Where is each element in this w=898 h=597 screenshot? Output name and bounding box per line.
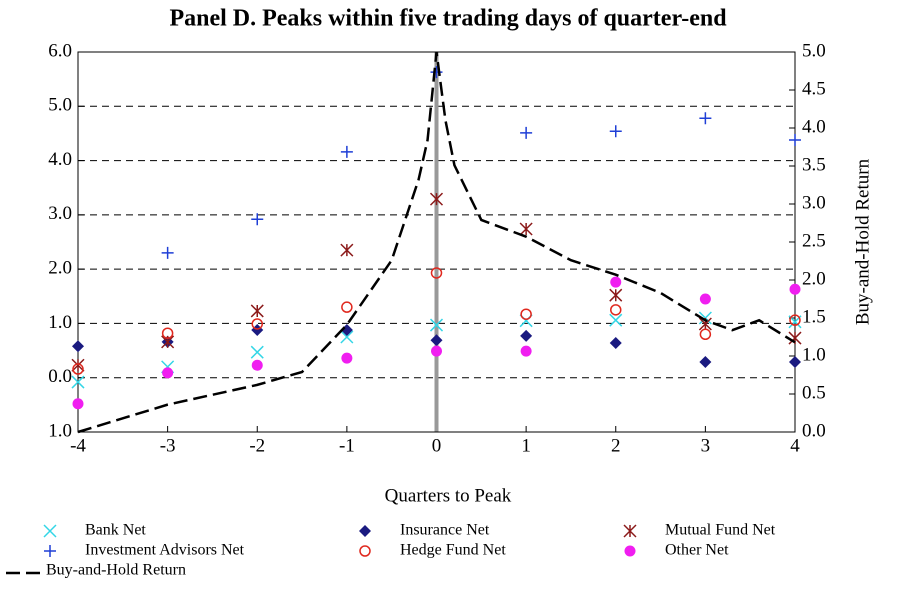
y2-tick-label: 2.0 (802, 268, 826, 289)
marker-asterisk (519, 222, 533, 236)
marker-x (609, 313, 623, 327)
marker-circle (251, 359, 263, 371)
legend-label: Investment Advisors Net (85, 542, 245, 559)
x-tick-label: 2 (611, 435, 621, 456)
marker-plus (520, 126, 533, 139)
y-tick-label: 6.0 (48, 40, 72, 61)
marker-circle-open (610, 304, 622, 316)
marker-asterisk (250, 304, 264, 318)
marker-circle (610, 276, 622, 288)
marker-diamond (699, 355, 712, 368)
y2-axis-label: Buy-and-Hold Return (852, 158, 873, 325)
marker-x (250, 345, 264, 359)
marker-plus (430, 66, 443, 79)
marker-asterisk (71, 358, 85, 372)
marker-circle (624, 545, 636, 557)
marker-circle (431, 345, 442, 357)
y-tick-label: 1.0 (48, 420, 72, 441)
marker-diamond (520, 329, 533, 342)
marker-circle-open (789, 314, 801, 326)
y-tick-label: 5.0 (48, 95, 72, 116)
legend-label: Insurance Net (400, 522, 490, 539)
marker-plus (251, 213, 264, 226)
y2-tick-label: 2.5 (802, 230, 826, 251)
marker-circle-open (699, 328, 712, 341)
y2-tick-label: 0.0 (802, 420, 826, 441)
x-tick-label: 3 (701, 435, 711, 456)
marker-asterisk (609, 288, 623, 302)
y2-tick-label: 4.5 (802, 78, 826, 99)
marker-asterisk (623, 524, 637, 538)
marker-plus (161, 246, 174, 259)
y2-tick-label: 1.0 (802, 344, 826, 365)
legend-label: Buy-and-Hold Return (46, 562, 186, 579)
legend-label: Bank Net (85, 522, 146, 539)
y-tick-label: 0.0 (48, 366, 72, 387)
x-tick-label: 4 (790, 435, 800, 456)
marker-circle-open (72, 363, 84, 375)
marker-plus (609, 125, 622, 138)
y2-tick-label: 5.0 (802, 40, 826, 61)
marker-x (340, 330, 354, 344)
marker-circle-open (161, 327, 174, 339)
y2-tick-label: 3.0 (802, 192, 826, 213)
marker-plus (44, 545, 56, 557)
y2-tick-label: 0.5 (802, 382, 826, 403)
marker-circle (341, 352, 353, 364)
return-line (77, 51, 796, 434)
marker-x (43, 524, 57, 538)
marker-circle-open (251, 318, 263, 330)
marker-circle (789, 283, 801, 295)
chart-title: Panel D. Peaks within five trading days … (169, 6, 727, 32)
y2-tick-label: 3.5 (802, 154, 826, 175)
y2-tick-label: 1.5 (802, 306, 826, 327)
marker-diamond (789, 355, 801, 368)
y-tick-label: 3.0 (48, 203, 72, 224)
marker-diamond (359, 525, 371, 537)
marker-x (429, 318, 444, 332)
marker-plus (789, 133, 801, 146)
x-tick-label: 0 (432, 435, 442, 456)
x-tick-label: 1 (521, 435, 531, 456)
y-tick-label: 1.0 (48, 312, 72, 333)
x-axis-label: Quarters to Peak (385, 485, 512, 506)
marker-diamond (430, 334, 443, 347)
marker-x (71, 375, 85, 389)
marker-diamond (251, 323, 264, 336)
marker-circle (162, 367, 174, 379)
marker-diamond (72, 340, 84, 353)
marker-circle (72, 398, 84, 410)
marker-circle-open (430, 267, 443, 279)
marker-circle-open (520, 308, 532, 320)
marker-circle (699, 293, 711, 305)
y2-tick-label: 4.0 (802, 116, 826, 137)
marker-diamond (609, 336, 622, 349)
legend-label: Other Net (665, 542, 729, 559)
marker-circle-open (359, 545, 371, 557)
x-tick-label: -4 (70, 435, 86, 456)
x-tick-label: -2 (249, 435, 265, 456)
legend-label: Mutual Fund Net (665, 522, 776, 539)
marker-circle (520, 345, 532, 357)
x-tick-label: -3 (160, 435, 176, 456)
marker-asterisk (340, 243, 354, 257)
x-tick-label: -1 (339, 435, 355, 456)
y-tick-label: 2.0 (48, 258, 72, 279)
y-tick-label: 4.0 (48, 149, 72, 170)
legend-label: Hedge Fund Net (400, 542, 506, 559)
marker-plus (699, 112, 712, 125)
marker-circle-open (341, 301, 353, 313)
marker-asterisk (429, 192, 444, 206)
marker-plus (340, 145, 353, 158)
